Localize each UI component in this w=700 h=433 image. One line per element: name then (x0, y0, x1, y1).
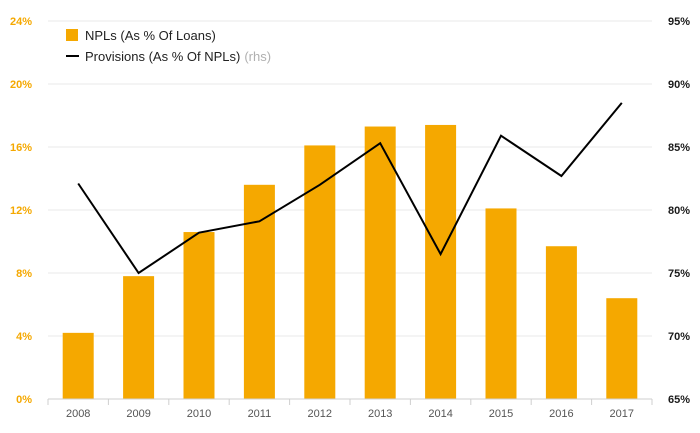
left-tick-label: 16% (10, 142, 32, 154)
x-tick-label-2014: 2014 (428, 408, 452, 420)
provisions-line (77, 102, 623, 275)
bar-npl-2017 (606, 298, 638, 399)
left-tick-label: 8% (16, 268, 32, 280)
x-tick-label-2016: 2016 (549, 408, 573, 420)
right-tick-label: 85% (668, 142, 690, 154)
bar-npl-2016 (545, 246, 577, 399)
right-y-axis-ticks: 65% 70% 75% 80% 85% 90% 95% (668, 16, 690, 406)
bar-npl-2010 (183, 232, 215, 399)
left-tick-label: 12% (10, 205, 32, 217)
x-tick-label-2012: 2012 (308, 408, 332, 420)
bar-npl-2011 (243, 184, 275, 399)
x-tick-label-2008: 2008 (66, 408, 90, 420)
bar-npl-2012 (304, 145, 336, 399)
legend: NPLs (As % Of Loans) Provisions (As % Of… (66, 28, 271, 64)
legend-swatch-npls (66, 29, 78, 41)
legend-label-npls: NPLs (As % Of Loans) (85, 28, 216, 43)
bar-npl-2013 (364, 126, 396, 400)
bar-npl-2014 (425, 124, 457, 399)
right-tick-label: 75% (668, 268, 690, 280)
left-tick-label: 24% (10, 16, 32, 28)
x-axis: 2008 2009 2010 2011 2012 2013 2014 2015 2016 2017 (47, 398, 653, 420)
left-tick-label: 4% (16, 331, 32, 343)
left-y-axis-ticks: 0% 4% 8% 12% 16% 20% 24% (10, 16, 32, 406)
legend-label-provisions: Provisions (As % Of NPLs) (rhs) (85, 49, 271, 64)
bar-npl-2008 (62, 332, 94, 399)
right-tick-label: 70% (668, 331, 690, 343)
right-tick-label: 95% (668, 16, 690, 28)
x-tick-label-2017: 2017 (610, 408, 634, 420)
x-tick-label-2013: 2013 (368, 408, 392, 420)
provisions-line-series (77, 102, 623, 275)
left-tick-label: 0% (16, 394, 32, 406)
left-tick-label: 20% (10, 79, 32, 91)
legend-label-provisions-text: Provisions (As % Of NPLs) (85, 49, 240, 64)
x-tick-label-2010: 2010 (187, 408, 211, 420)
right-tick-label: 80% (668, 205, 690, 217)
x-tick-label-2015: 2015 (489, 408, 513, 420)
x-tick-label-2009: 2009 (126, 408, 150, 420)
x-tick-label-2011: 2011 (248, 408, 272, 420)
right-tick-label: 65% (668, 394, 690, 406)
bar-npl-2015 (485, 208, 517, 399)
legend-label-rhs-suffix: (rhs) (244, 49, 271, 64)
right-tick-label: 90% (668, 79, 690, 91)
npl-bars (62, 124, 638, 400)
bar-npl-2009 (123, 276, 155, 399)
